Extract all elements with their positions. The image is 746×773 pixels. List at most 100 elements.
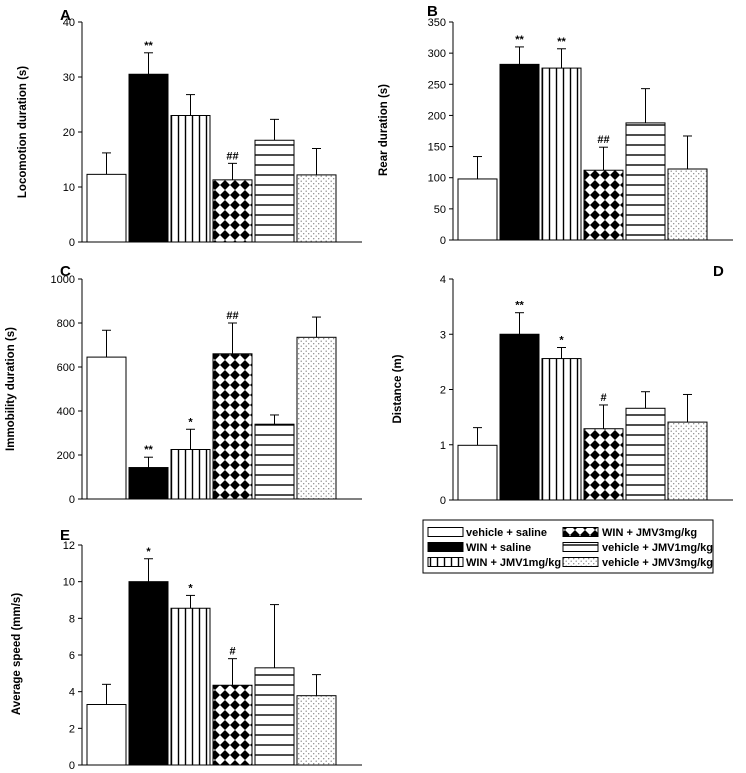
y-tick-label: 100	[428, 173, 446, 185]
bar-c-4	[254, 423, 295, 500]
y-tick-label: 10	[63, 577, 75, 589]
y-tick-label: 1	[440, 440, 446, 452]
bar-e-5	[296, 695, 337, 766]
y-tick-label: 2	[440, 385, 446, 397]
significance-marker-a-1: **	[144, 40, 153, 52]
significance-marker-b-3: ##	[597, 134, 609, 146]
bar-b-4	[625, 122, 666, 241]
y-tick-label: 10	[63, 182, 75, 194]
bar-b-0	[457, 178, 498, 241]
panel-b: B Rear duration (s) 0 50 100 150 200 250 300 35…	[378, 3, 733, 247]
panel-c: C Immobility duration (s) 0 200 400 600 800 1…	[5, 263, 362, 506]
bar-c-2	[170, 449, 211, 500]
panel-label-a: A	[60, 7, 71, 24]
y-tick-label: 600	[57, 362, 75, 374]
bar-b-2	[541, 67, 582, 241]
y-tick-label: 0	[69, 237, 75, 249]
bar-d-5	[667, 421, 708, 501]
significance-marker-e-3: #	[229, 646, 235, 658]
bar-c-1	[128, 467, 169, 500]
bar-d-2	[541, 358, 582, 501]
bar-e-0	[86, 704, 127, 766]
y-tick-label: 12	[63, 540, 75, 552]
significance-marker-d-1: **	[515, 300, 524, 312]
y-tick-label: 0	[69, 760, 75, 772]
legend-label-0: vehicle + saline	[466, 527, 547, 539]
bar-c-0	[86, 356, 127, 500]
bar-a-2	[170, 115, 211, 243]
significance-marker-c-2: *	[188, 416, 193, 428]
y-tick-label: 400	[57, 406, 75, 418]
y-tick-label: 150	[428, 142, 446, 154]
bar-d-3	[583, 428, 624, 501]
legend-swatch-0	[427, 527, 464, 537]
significance-marker-e-1: *	[146, 546, 151, 558]
bar-a-4	[254, 139, 295, 243]
bar-e-3	[212, 684, 253, 766]
y-tick-label: 3	[440, 329, 446, 341]
panel-label-e: E	[60, 527, 70, 544]
y-axis-label-a: Locomotion duration (s)	[17, 66, 29, 198]
y-tick-label: 200	[57, 450, 75, 462]
bar-a-0	[86, 173, 127, 243]
legend-swatch-4	[562, 542, 599, 552]
legend-swatch-2	[427, 557, 464, 567]
legend: vehicle + saline WIN + saline WIN + JMV1mg…	[422, 519, 714, 574]
y-tick-label: 0	[440, 495, 446, 507]
significance-marker-b-2: **	[557, 36, 566, 48]
y-tick-label: 4	[69, 687, 75, 699]
bar-e-2	[170, 607, 211, 766]
bar-e-4	[254, 667, 295, 766]
y-tick-label: 20	[63, 127, 75, 139]
legend-label-4: vehicle + JMV1mg/kg	[602, 542, 713, 554]
y-axis-label-d: Distance (m)	[392, 354, 404, 423]
y-tick-label: 800	[57, 318, 75, 330]
legend-swatch-1	[427, 542, 464, 552]
y-tick-label: 8	[69, 613, 75, 625]
bar-c-5	[296, 336, 337, 500]
y-tick-label: 0	[440, 235, 446, 247]
significance-marker-b-1: **	[515, 34, 524, 46]
significance-marker-a-3: ##	[226, 150, 238, 162]
y-axis-label-c: Immobility duration (s)	[5, 327, 17, 451]
significance-marker-d-3: #	[600, 392, 606, 404]
significance-marker-d-2: *	[559, 335, 564, 347]
y-tick-label: 350	[428, 17, 446, 29]
bar-c-3	[212, 353, 253, 500]
bar-a-1	[128, 73, 169, 243]
panel-label-d: D	[713, 263, 724, 280]
panel-label-b: B	[427, 3, 438, 20]
panel-e: E Average speed (mm/s) 0 2 4 6 8 10 12 * * #	[11, 527, 362, 772]
y-tick-label: 30	[63, 72, 75, 84]
bar-d-0	[457, 444, 498, 501]
y-tick-label: 250	[428, 79, 446, 91]
y-tick-label: 6	[69, 650, 75, 662]
bar-a-5	[296, 174, 337, 243]
bar-a-3	[212, 179, 253, 243]
legend-label-1: WIN + saline	[466, 542, 531, 554]
bar-b-5	[667, 168, 708, 241]
bar-e-1	[128, 581, 169, 766]
panel-label-c: C	[60, 263, 71, 280]
y-tick-label: 2	[69, 723, 75, 735]
significance-marker-e-2: *	[188, 582, 193, 594]
y-tick-label: 200	[428, 110, 446, 122]
significance-marker-c-3: ##	[226, 310, 238, 322]
bar-d-1	[499, 333, 540, 501]
y-tick-label: 4	[440, 274, 446, 286]
legend-label-5: vehicle + JMV3mg/kg	[602, 557, 713, 569]
y-tick-label: 40	[63, 17, 75, 29]
legend-label-3: WIN + JMV3mg/kg	[602, 527, 697, 539]
legend-label-2: WIN + JMV1mg/kg	[466, 557, 561, 569]
y-tick-label: 300	[428, 48, 446, 60]
y-axis-label-b: Rear duration (s)	[378, 84, 390, 176]
bar-b-1	[499, 63, 540, 241]
legend-swatch-5	[562, 557, 599, 567]
y-tick-label: 50	[434, 204, 446, 216]
bar-b-3	[583, 169, 624, 241]
y-tick-label: 1000	[51, 274, 75, 286]
significance-marker-c-1: **	[144, 444, 153, 456]
bar-d-4	[625, 407, 666, 501]
